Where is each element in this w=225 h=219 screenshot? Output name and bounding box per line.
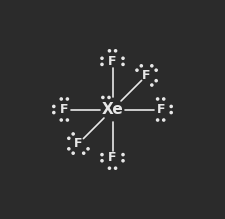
- Circle shape: [101, 154, 103, 156]
- Circle shape: [108, 50, 110, 52]
- Circle shape: [151, 65, 153, 67]
- Circle shape: [115, 50, 117, 52]
- Circle shape: [122, 160, 124, 162]
- Circle shape: [101, 63, 103, 65]
- Circle shape: [108, 96, 110, 99]
- Circle shape: [122, 63, 124, 65]
- Circle shape: [136, 69, 138, 71]
- Text: F: F: [156, 103, 165, 116]
- Circle shape: [170, 111, 172, 114]
- Circle shape: [163, 119, 165, 121]
- Circle shape: [53, 105, 55, 108]
- Circle shape: [72, 152, 74, 154]
- Circle shape: [108, 167, 110, 169]
- Text: F: F: [108, 151, 117, 164]
- Circle shape: [68, 148, 70, 150]
- Circle shape: [157, 119, 159, 121]
- Circle shape: [122, 154, 124, 156]
- Circle shape: [151, 84, 153, 86]
- Circle shape: [72, 133, 74, 135]
- Circle shape: [87, 148, 89, 150]
- Circle shape: [101, 57, 103, 59]
- Circle shape: [122, 57, 124, 59]
- Circle shape: [155, 79, 157, 82]
- Circle shape: [101, 160, 103, 162]
- Circle shape: [53, 111, 55, 114]
- Text: F: F: [60, 103, 69, 116]
- Text: Xe: Xe: [102, 102, 123, 117]
- Text: F: F: [74, 137, 83, 150]
- Circle shape: [170, 105, 172, 108]
- Circle shape: [157, 98, 159, 100]
- Text: F: F: [108, 55, 117, 68]
- Circle shape: [163, 98, 165, 100]
- Circle shape: [140, 65, 142, 67]
- Circle shape: [155, 69, 157, 71]
- Circle shape: [66, 119, 68, 121]
- Text: F: F: [142, 69, 151, 82]
- Circle shape: [115, 167, 117, 169]
- Circle shape: [83, 152, 85, 154]
- Circle shape: [68, 137, 70, 140]
- Circle shape: [60, 98, 62, 100]
- Circle shape: [102, 96, 104, 99]
- Circle shape: [66, 98, 68, 100]
- Circle shape: [60, 119, 62, 121]
